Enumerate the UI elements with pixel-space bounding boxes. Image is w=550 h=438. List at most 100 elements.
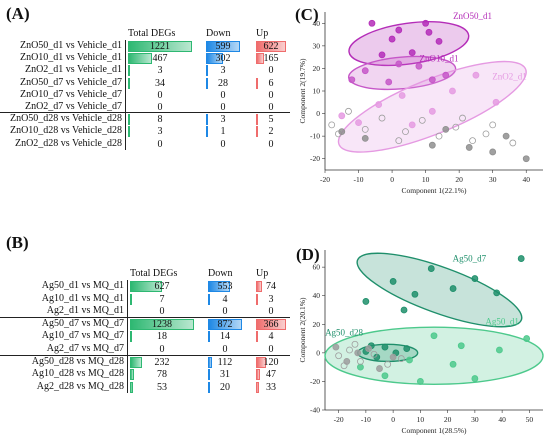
cell-down: 0 <box>206 102 240 113</box>
point-ZnO2_d1 <box>492 98 500 106</box>
cell-value: 3 <box>157 65 163 77</box>
point-vehicle <box>509 139 517 147</box>
cell-total: 0 <box>128 102 192 113</box>
row-label: Ag10_d7 vs MQ_d7 <box>41 330 124 342</box>
x-tick-label: 10 <box>422 175 430 184</box>
cell-value: 0 <box>268 138 274 150</box>
point-ZnO50_d1 <box>368 19 376 27</box>
point-Ag50_d7 <box>517 255 525 262</box>
cell-value: 3 <box>220 65 226 77</box>
cell-total: 3 <box>128 65 192 77</box>
group-label: Ag50_d1 <box>485 316 519 326</box>
cell-down: 1 <box>206 126 240 138</box>
cell-down: 31 <box>208 369 242 381</box>
point-MQ-filled <box>354 349 362 357</box>
point-vehicle <box>489 121 497 129</box>
row-label: ZnO10_d1 vs Vehicle_d1 <box>19 52 122 64</box>
y-axis-label: Component 2(19.7%) <box>298 58 307 123</box>
column-separator <box>127 280 128 394</box>
point-vehicle-filled <box>338 128 346 136</box>
cell-bar <box>206 114 208 126</box>
cell-value: 78 <box>157 369 167 381</box>
row-label: Ag2_d7 vs MQ_d7 <box>46 343 124 354</box>
ellipse-Ag50_d7 <box>356 252 523 328</box>
point-Ag50_d1 <box>416 378 424 385</box>
cell-up: 120 <box>256 356 286 368</box>
cell-value: 3 <box>157 126 163 138</box>
cell-value: 0 <box>157 138 163 150</box>
point-vehicle <box>395 137 403 145</box>
point-Ag50_d7 <box>400 306 408 314</box>
point-ZnO2_d1 <box>408 121 416 129</box>
cell-up: 5 <box>256 114 286 126</box>
point-vehicle <box>452 123 460 131</box>
cell-bar <box>208 369 210 381</box>
point-Ag50_d1 <box>381 372 389 380</box>
x-tick-label: 0 <box>391 415 395 424</box>
cell-value: 1221 <box>150 41 170 52</box>
cell-up: 0 <box>256 344 286 355</box>
cell-bar <box>256 369 260 381</box>
point-Ag50_d7 <box>362 298 370 305</box>
y-tick-label: -40 <box>310 406 320 415</box>
cell-value: 467 <box>152 53 168 65</box>
x-axis-label: Component 1(28.5%) <box>402 426 467 435</box>
cell-bar <box>128 114 130 126</box>
point-ZnO10_d1 <box>428 76 436 84</box>
pca-plot-c: -20 -10 0 10 20 30 40 -20 -10 0 10 20 30 40 Component … <box>298 11 543 195</box>
point-Ag50_d7 <box>411 290 419 298</box>
row-label: Ag50_d28 vs MQ_d28 <box>31 355 124 367</box>
row-label: ZnO2_d7 vs Vehicle_d7 <box>24 101 122 112</box>
cell-up: 165 <box>256 53 286 65</box>
cell-bar <box>206 65 208 77</box>
cell-total: 18 <box>130 331 194 343</box>
panel-c-label: (C) <box>295 5 319 24</box>
cell-down: 0 <box>208 344 242 355</box>
cell-value: 0 <box>268 306 274 318</box>
cell-bar <box>130 293 132 305</box>
cell-down: 0 <box>206 90 240 101</box>
point-vehicle <box>418 116 426 124</box>
cell-bar <box>208 293 210 305</box>
cell-up: 0 <box>256 65 286 76</box>
point-ZnO10_d1 <box>415 62 423 70</box>
cell-value: 599 <box>215 41 231 52</box>
cell-value: 0 <box>220 102 226 113</box>
y-tick-label: 0 <box>316 109 320 118</box>
cell-value: 3 <box>220 114 226 126</box>
point-ZnO50_d1 <box>422 19 430 27</box>
group-label: ZnO2_d1 <box>492 72 527 82</box>
cell-up: 4 <box>256 331 286 343</box>
cell-value: 165 <box>263 53 279 65</box>
cell-value: 34 <box>155 77 165 89</box>
point-Ag50_d1 <box>406 356 413 364</box>
cell-value: 872 <box>217 318 233 330</box>
point-MQ <box>351 340 359 348</box>
cell-value: 14 <box>220 331 230 343</box>
ellipse-ZnO2_d1 <box>337 60 527 153</box>
cell-value: 4 <box>222 293 228 305</box>
point-MQ <box>370 350 378 358</box>
panel-a-label: (A) <box>6 4 30 23</box>
cell-bar <box>256 356 266 368</box>
cell-value: 7 <box>159 293 165 305</box>
point-ZnO2_d1 <box>398 92 406 99</box>
y-tick-label: 40 <box>313 291 321 300</box>
row-label: Ag2_d1 vs MQ_d1 <box>46 305 124 317</box>
x-tick-label: 20 <box>444 415 452 424</box>
point-ZnO50_d1 <box>378 51 386 59</box>
group-label: Ag50_d28 <box>325 328 363 338</box>
x-tick-label: -10 <box>354 175 364 184</box>
x-tick-label: 20 <box>455 175 463 184</box>
point-MQ-filled <box>365 345 372 352</box>
point-vehicle <box>361 125 369 133</box>
cell-total: 467 <box>128 53 192 65</box>
point-vehicle <box>459 114 466 122</box>
cell-bar <box>256 281 263 292</box>
point-Ag50_d1 <box>449 360 457 368</box>
point-ZnO50_d1 <box>408 49 416 57</box>
point-ZnO2_d1 <box>338 112 346 120</box>
cell-value: 112 <box>217 356 233 368</box>
x-tick-label: 10 <box>417 415 425 424</box>
point-vehicle-filled <box>428 141 436 149</box>
